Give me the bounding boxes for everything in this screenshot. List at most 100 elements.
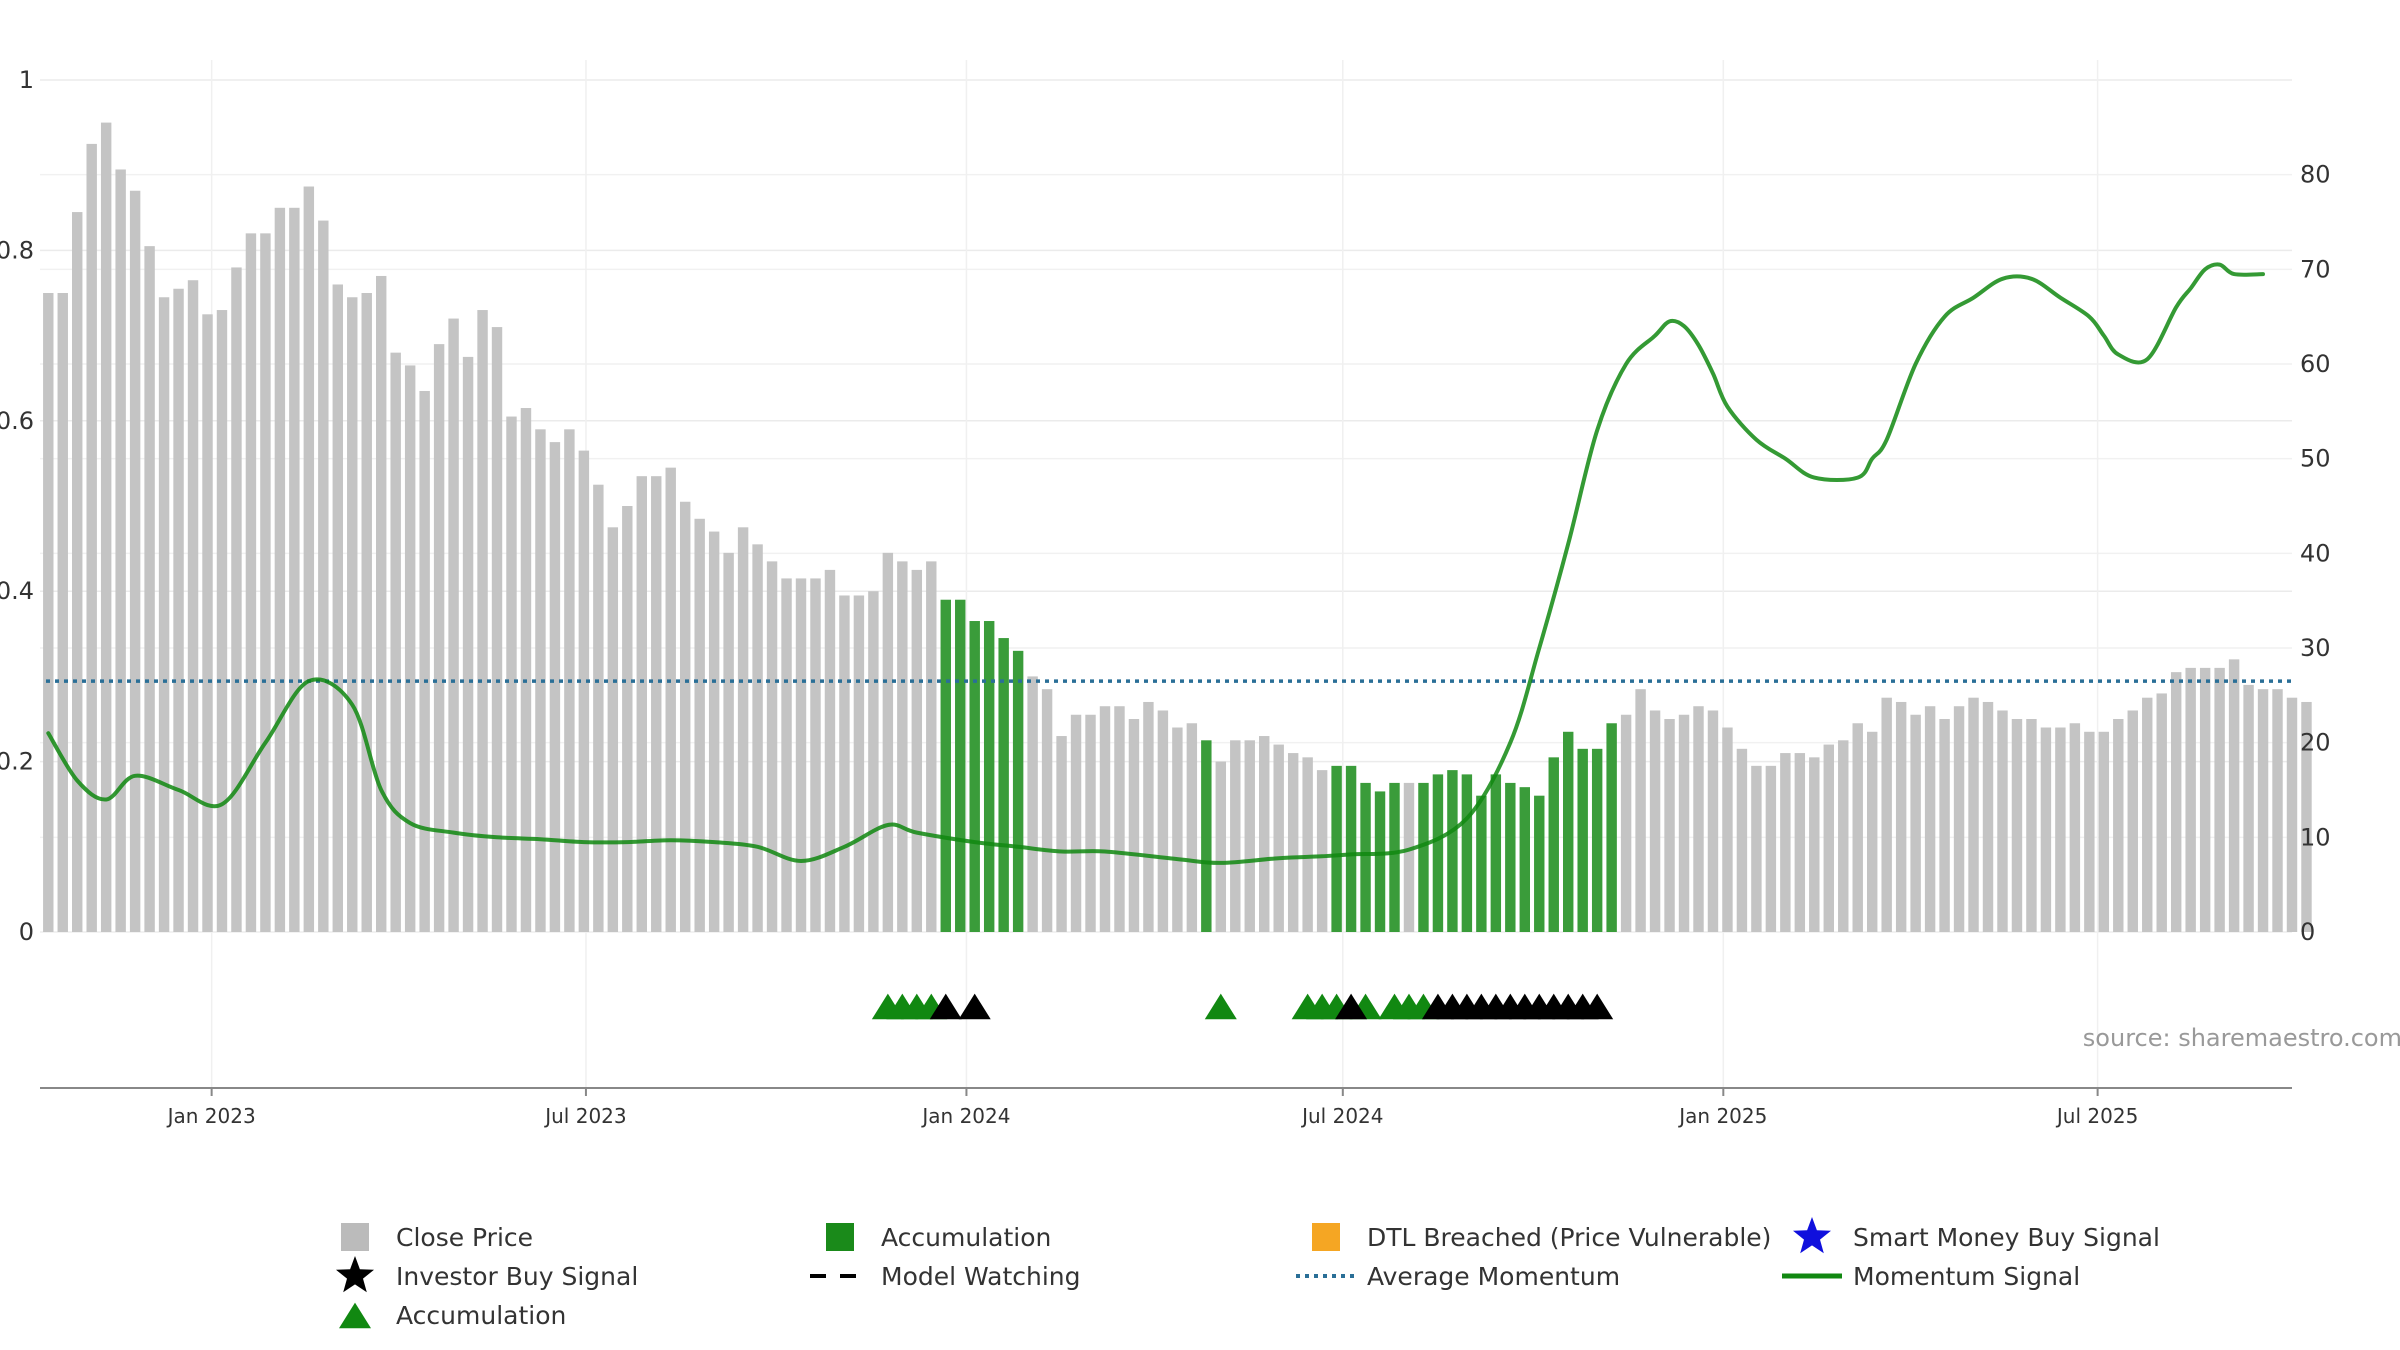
close-price-bar xyxy=(1157,710,1169,932)
accumulation-bar xyxy=(1331,765,1342,932)
close-price-bar xyxy=(926,561,937,932)
accumulation-bar xyxy=(1012,650,1024,932)
accumulation-bar xyxy=(1389,782,1400,932)
date-tick-label: Jan 2023 xyxy=(166,1104,256,1128)
close-price-bar xyxy=(2214,667,2225,932)
accumulation-bar xyxy=(1345,765,1357,932)
close-price-bar xyxy=(549,442,561,932)
accumulation-bar xyxy=(1563,731,1574,932)
legend-label: DTL Breached (Price Vulnerable) xyxy=(1367,1223,1771,1252)
close-price-bar xyxy=(1751,765,1762,932)
accumulation-bar xyxy=(955,599,966,932)
close-price-bar xyxy=(2040,727,2052,932)
legend-label: Model Watching xyxy=(881,1262,1081,1291)
accumulation-bar xyxy=(1432,774,1444,932)
close-price-bar xyxy=(1895,701,1907,932)
close-price-bar xyxy=(1128,719,1140,932)
close-price-bar xyxy=(1172,727,1183,932)
accumulation-bar xyxy=(998,638,1009,932)
accumulation-signal-triangle xyxy=(1204,993,1237,1020)
close-price-bar xyxy=(332,284,343,933)
close-price-bar xyxy=(1664,719,1675,932)
legend-swatch-square xyxy=(1312,1223,1340,1251)
close-price-bar xyxy=(1215,761,1227,932)
accumulation-bar xyxy=(1374,791,1386,932)
close-price-bar xyxy=(2170,672,2182,932)
accumulation-bar xyxy=(1476,795,1487,932)
close-price-bar xyxy=(1186,723,1198,932)
close-price-bar xyxy=(2011,719,2023,932)
close-price-bar xyxy=(1693,706,1704,932)
momentum-tick-label: 20 xyxy=(2300,729,2331,757)
close-price-bar xyxy=(1852,723,1863,932)
accumulation-bar xyxy=(1461,774,1473,932)
close-price-bar xyxy=(2286,697,2298,932)
close-price-bar xyxy=(1635,689,1646,932)
close-price-bar xyxy=(1649,710,1661,932)
close-price-bar xyxy=(1881,697,1892,932)
close-price-bar xyxy=(752,544,763,932)
close-price-bar xyxy=(665,467,676,932)
close-price-bar xyxy=(593,484,604,932)
close-price-bar xyxy=(1056,736,1067,932)
close-price-bar xyxy=(303,186,315,932)
close-price-bar xyxy=(622,506,633,932)
close-price-bar xyxy=(419,390,430,933)
close-price-bar xyxy=(2113,719,2124,932)
close-price-bar xyxy=(477,310,488,932)
momentum-tick-label: 80 xyxy=(2300,161,2331,189)
close-price-bar xyxy=(2243,684,2254,932)
date-tick-label: Jul 2023 xyxy=(543,1104,626,1128)
accumulation-bar xyxy=(1548,757,1559,932)
legend-item: Accumulation xyxy=(826,1223,1051,1252)
close-price-bar xyxy=(202,314,213,932)
close-price-bar xyxy=(1085,714,1096,932)
close-price-bar xyxy=(1722,727,1733,932)
close-price-bar xyxy=(1809,757,1820,932)
price-tick-label: 0 xyxy=(19,918,34,946)
close-price-bar xyxy=(2156,693,2167,932)
close-price-bar xyxy=(651,476,662,932)
close-price-bar xyxy=(245,233,257,933)
close-price-bar xyxy=(216,310,228,932)
close-price-bar xyxy=(2026,719,2037,932)
close-price-bars xyxy=(43,122,2312,933)
accumulation-bar xyxy=(1490,774,1502,932)
close-price-bar xyxy=(231,267,242,932)
close-price-bar xyxy=(260,233,271,933)
date-axis: Jan 2023 Jul 2023 Jan 2024 Jul 2024 Jan 2025… xyxy=(40,1087,2292,1128)
legend-item: Momentum Signal xyxy=(1782,1262,2080,1291)
date-tick-label: Jul 2025 xyxy=(2055,1104,2138,1128)
price-axis: 0 0.2 0.4 0.6 0.8 1 xyxy=(0,66,34,946)
close-price-bar xyxy=(57,293,68,932)
close-price-bar xyxy=(1302,757,1313,932)
investor-buy-signal-triangle xyxy=(1581,993,1614,1020)
momentum-tick-label: 60 xyxy=(2300,350,2331,378)
momentum-tick-label: 0 xyxy=(2300,918,2315,946)
close-price-bar xyxy=(506,416,517,932)
source-label: source: sharemaestro.com xyxy=(2083,1024,2400,1052)
legend-label: Accumulation xyxy=(396,1301,566,1330)
legend-swatch-square xyxy=(341,1223,369,1251)
price-tick-label: 1 xyxy=(19,66,34,94)
momentum-signal-line xyxy=(46,262,2265,865)
investor-buy-signal-triangle xyxy=(1335,993,1368,1020)
close-price-bar xyxy=(882,552,894,932)
close-price-bar xyxy=(376,275,387,933)
accumulation-bar xyxy=(1606,723,1617,932)
close-price-bar xyxy=(1953,706,1965,932)
close-price-bar xyxy=(1823,744,1834,932)
close-price-bar xyxy=(781,578,792,932)
close-price-bar xyxy=(2055,727,2066,932)
close-price-bar xyxy=(737,527,749,932)
close-price-bar xyxy=(115,169,126,932)
close-price-bar xyxy=(636,476,647,932)
close-price-bar xyxy=(390,352,401,932)
close-price-bar xyxy=(1273,744,1284,932)
accumulation-bar xyxy=(983,621,995,932)
close-price-bar xyxy=(404,365,416,932)
close-price-bar xyxy=(1403,782,1415,932)
price-tick-label: 0.2 xyxy=(0,748,34,776)
close-price-bar xyxy=(187,280,199,933)
